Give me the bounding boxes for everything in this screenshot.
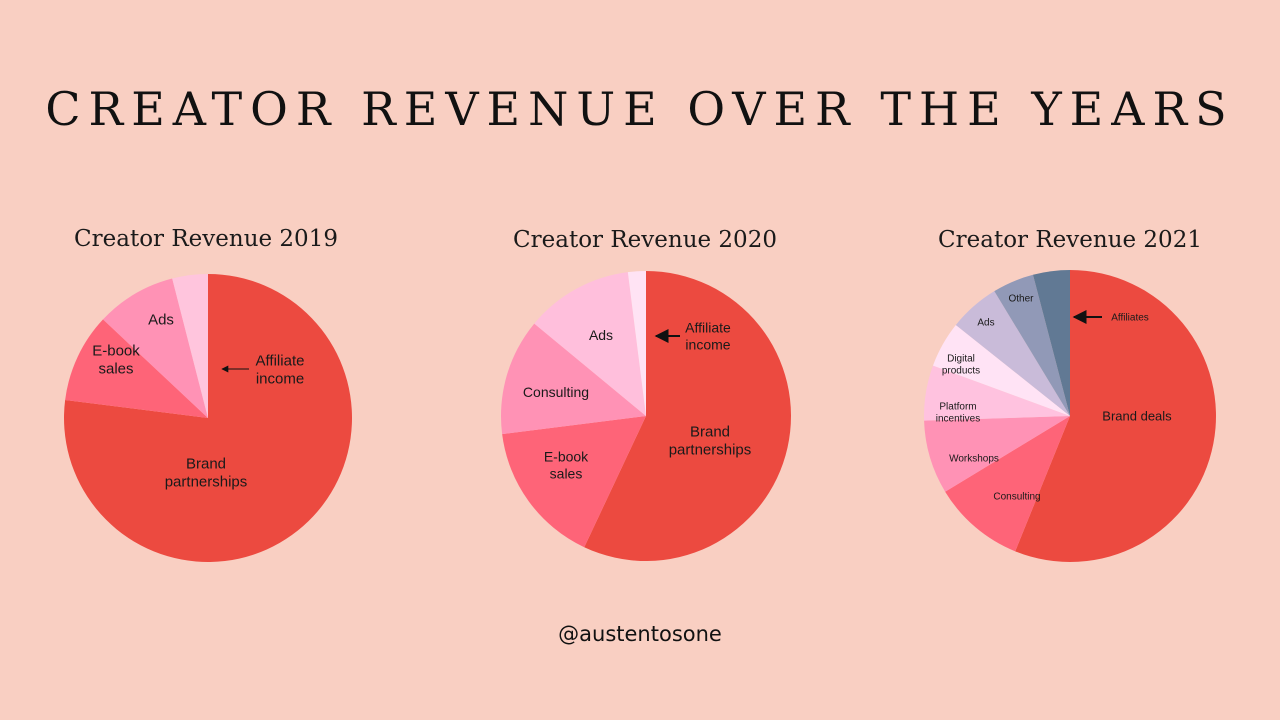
slice-label-other: Other: [1008, 294, 1034, 305]
pie-chart-2: Creator Revenue 2020 Brand partnerships E-b…: [500, 227, 791, 562]
pie-slice-ads: [103, 278, 208, 418]
slice-label-digital-products: Digital products: [942, 354, 980, 377]
pie-slice-consulting: [945, 416, 1070, 552]
pie-slice-affiliate-income: [627, 271, 646, 416]
pie-slice-platform-incentives: [924, 365, 1070, 421]
pie-slice-ads: [955, 291, 1070, 416]
pie-slice-e-book-sales: [502, 416, 646, 548]
slice-label-ads: Ads: [148, 311, 174, 328]
slice-label-workshops: Workshops: [949, 454, 999, 465]
pie-slice-affiliate-income: [172, 274, 208, 418]
slice-label-affiliate-income: Affiliate income: [256, 352, 305, 387]
pie-slice-digital-products: [932, 324, 1070, 416]
slice-label-affiliates: Affiliates: [1111, 313, 1149, 324]
slice-label-consulting: Consulting: [523, 384, 589, 400]
chart-title: Creator Revenue 2020: [513, 227, 777, 253]
pie-slice-e-book-sales: [65, 319, 208, 418]
slice-label-e-book-sales: E-book sales: [544, 449, 589, 482]
page-title: CREATOR REVENUE OVER THE YEARS: [45, 82, 1235, 136]
pie-slice-affiliates: [1032, 270, 1070, 416]
slice-label-brand-partnerships: Brand partnerships: [165, 455, 248, 490]
slice-label-brand-partnerships: Brand partnerships: [669, 423, 752, 458]
pie-slice-consulting: [500, 323, 646, 435]
slice-label-platform-incentives: Platform incentives: [936, 402, 980, 425]
pie-slice-workshops: [924, 416, 1070, 492]
slice-label-ads: Ads: [977, 318, 994, 329]
slice-label-brand-deals: Brand deals: [1102, 409, 1172, 424]
slice-label-e-book-sales: E-book sales: [92, 342, 140, 377]
pie-slice-other: [994, 274, 1070, 416]
chart-title: Creator Revenue 2019: [74, 226, 338, 252]
footer-handle: @austentosone: [558, 622, 722, 646]
chart-title: Creator Revenue 2021: [938, 227, 1202, 253]
pie-slice-brand-partnerships: [64, 274, 353, 562]
slice-label-affiliate-income: Affiliate income: [685, 320, 731, 353]
pie-slice-brand-partnerships: [584, 271, 791, 562]
pie-chart-3: Creator Revenue 2021 Brand deals Consultin…: [924, 227, 1216, 562]
slice-label-consulting: Consulting: [993, 492, 1040, 503]
pie-slice-ads: [534, 272, 646, 416]
slice-label-ads: Ads: [589, 327, 613, 343]
pie-chart-1: Creator Revenue 2019 Brand partnerships E-b…: [64, 226, 353, 562]
pie-slice-brand-deals: [1015, 270, 1216, 562]
